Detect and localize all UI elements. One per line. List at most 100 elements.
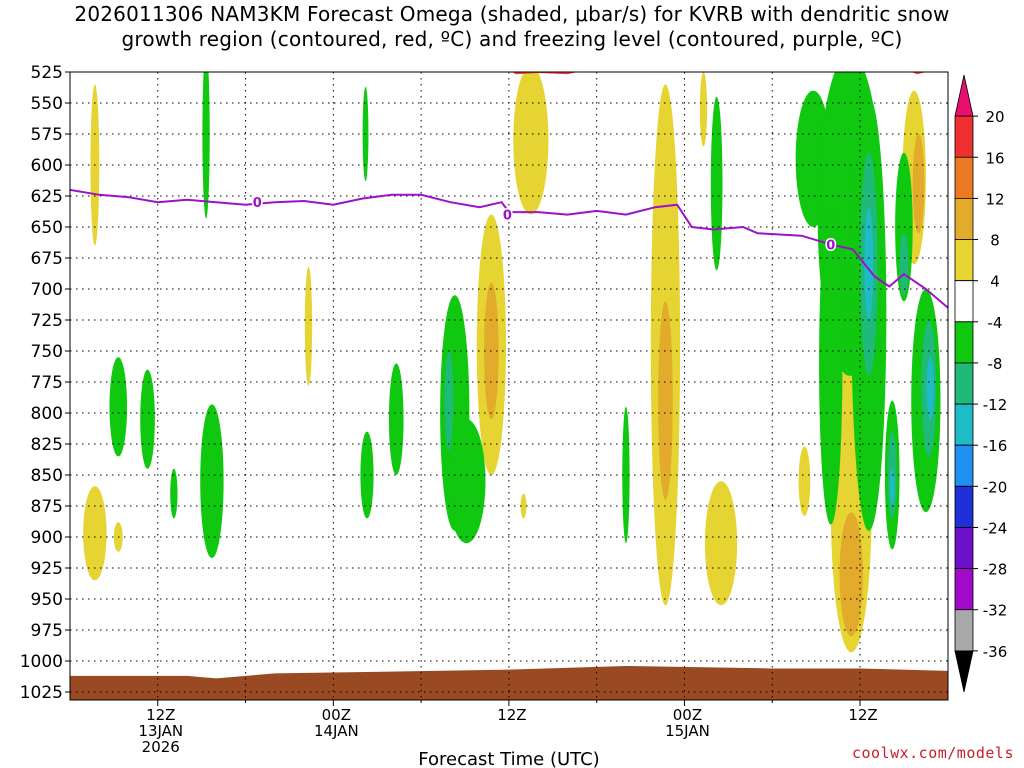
colorbar-label: 4: [990, 273, 1000, 291]
y-tick-label: 725: [31, 311, 63, 331]
y-tick-label: 650: [31, 218, 63, 238]
omega-region-22: [362, 86, 369, 182]
omega-region-23: [360, 431, 374, 519]
colorbar-segment: [954, 403, 974, 446]
x-tick-label: 00Z: [673, 706, 702, 724]
omega-region-20: [200, 404, 224, 559]
omega-region-7: [520, 493, 527, 519]
y-tick-label: 800: [31, 404, 63, 424]
colorbar-segment: [954, 650, 974, 693]
omega-region-10: [699, 72, 708, 147]
freezing-level-label: 0: [826, 238, 835, 253]
y-tick-label: 625: [31, 187, 63, 207]
omega-region-29: [710, 96, 723, 271]
y-tick-label: 575: [31, 125, 63, 145]
omega-region-14: [839, 512, 863, 637]
y-tick-label: 700: [31, 280, 63, 300]
colorbar-label: -4: [988, 314, 1003, 332]
omega-region-38: [890, 468, 895, 506]
dendritic-contour-b: [911, 72, 927, 75]
contour-layer: 0 0 0: [70, 72, 948, 310]
y-tick-label: 600: [31, 156, 63, 176]
x-tick-label: 00Z: [322, 706, 351, 724]
omega-region-9: [658, 301, 673, 500]
freezing-level-line: [70, 188, 948, 310]
omega-region-6: [513, 72, 549, 215]
x-axis-label: Forecast Time (UTC): [418, 749, 599, 768]
y-tick-label: 525: [31, 63, 63, 83]
y-tick-label: 675: [31, 249, 63, 269]
colorbar-label: -24: [983, 519, 1008, 537]
y-tick-label: 850: [31, 466, 63, 486]
omega-region-24: [388, 363, 404, 476]
colorbar-segment: [954, 485, 974, 528]
x-tick-label: 12Z: [848, 706, 877, 724]
colorbar-segment: [954, 568, 974, 611]
x-tick-label: 15JAN: [665, 722, 710, 740]
colorbar-segment: [954, 280, 974, 323]
colorbar-segment: [954, 444, 974, 487]
omega-region-11: [704, 481, 738, 606]
colorbar: 20 16 12 8 4 -4 -8 -12 -16 -20 -24 -28 -32 -36: [954, 74, 1008, 693]
omega-region-12: [798, 446, 811, 516]
x-tick-label: 13JAN: [138, 722, 183, 740]
y-tick-label: 1000: [20, 652, 63, 672]
colorbar-segment: [954, 239, 974, 282]
omega-shading: [83, 72, 941, 653]
omega-region-32: [819, 202, 843, 525]
colorbar-label: -36: [983, 643, 1008, 661]
omega-region-40: [899, 233, 909, 296]
y-tick-label: 900: [31, 528, 63, 548]
chart-title-line-2: growth region (contoured, red, ºC) and f…: [121, 27, 903, 51]
omega-region-18: [140, 369, 155, 469]
colorbar-segment: [954, 362, 974, 405]
y-tick-label: 550: [31, 94, 63, 114]
colorbar-label: -12: [983, 396, 1008, 414]
colorbar-label: -28: [983, 561, 1008, 579]
omega-region-28: [622, 406, 630, 544]
omega-region-21: [202, 72, 210, 219]
x-tick-label: 14JAN: [314, 722, 359, 740]
y-axis: 525 550 575 600 625 650 675 700 725 750 775 800 825 8…: [20, 63, 70, 703]
y-tick-label: 825: [31, 435, 63, 455]
x-tick-label: 2026: [142, 738, 180, 756]
omega-region-3: [304, 266, 313, 386]
colorbar-segment: [954, 198, 974, 240]
colorbar-segment: [954, 321, 974, 364]
x-tick-label: 12Z: [146, 706, 175, 724]
omega-region-17: [109, 357, 128, 457]
colorbar-label: 8: [990, 232, 1000, 250]
colorbar-segment: [954, 74, 974, 117]
colorbar-label: 16: [985, 149, 1004, 167]
chart-title: 2026011306 NAM3KM Forecast Omega (shaded…: [0, 2, 1024, 52]
terrain-layer: [70, 665, 948, 700]
credit-text: coolwx.com/models: [851, 744, 1014, 762]
colorbar-segment: [954, 609, 974, 652]
colorbar-segment: [954, 527, 974, 569]
colorbar-segment: [954, 156, 974, 199]
omega-region-16: [912, 134, 925, 234]
colorbar-segment: [954, 115, 974, 158]
colorbar-label: -32: [983, 602, 1008, 620]
omega-region-43: [926, 357, 934, 420]
freezing-level-label: 0: [503, 209, 512, 224]
y-tick-label: 1025: [20, 683, 63, 703]
y-tick-label: 750: [31, 342, 63, 362]
y-tick-label: 950: [31, 590, 63, 610]
omega-region-26: [447, 419, 486, 544]
y-tick-label: 875: [31, 497, 63, 517]
omega-region-19: [170, 468, 178, 519]
x-tick-label: 12Z: [497, 706, 526, 724]
y-tick-label: 925: [31, 559, 63, 579]
colorbar-label: -16: [983, 437, 1008, 455]
y-tick-label: 975: [31, 621, 63, 641]
grid-lines: [70, 72, 948, 700]
omega-region-35: [864, 208, 874, 320]
colorbar-label: 20: [985, 108, 1004, 126]
omega-region-27: [444, 351, 454, 451]
terrain-surface: [70, 665, 948, 700]
chart-title-line-1: 2026011306 NAM3KM Forecast Omega (shaded…: [74, 2, 950, 26]
freezing-level-label: 0: [253, 196, 262, 211]
